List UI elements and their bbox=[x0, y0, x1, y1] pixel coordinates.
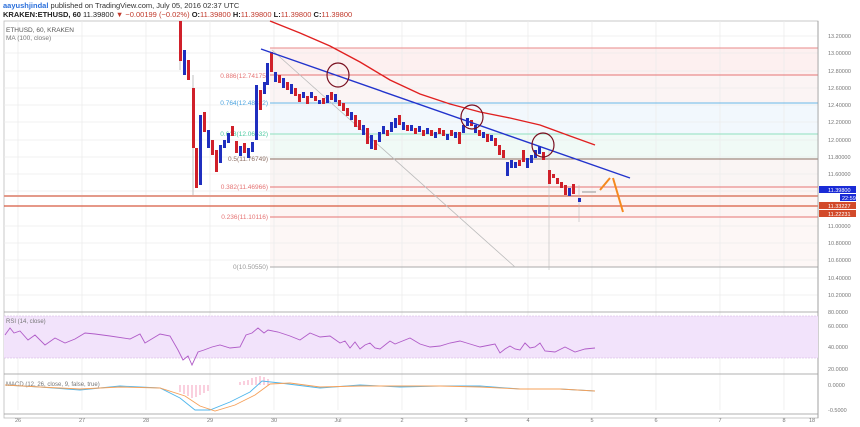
legend-ma[interactable]: MA (100, close) bbox=[6, 35, 51, 42]
rsi-tick: 20.0000 bbox=[828, 367, 848, 373]
macd-tick: 0.0000 bbox=[828, 383, 845, 389]
rsi-band bbox=[4, 316, 818, 358]
symbol-name: KRAKEN:ETHUSD, 60 bbox=[3, 10, 81, 19]
open-label: O: bbox=[191, 10, 201, 19]
circle-annotation-2 bbox=[460, 104, 484, 130]
fib-05-label: 0.5(11.76749) bbox=[228, 156, 268, 163]
low-value: 11.39800 bbox=[280, 10, 312, 19]
time-tick: 8 bbox=[782, 418, 785, 424]
circle-annotation-3 bbox=[531, 132, 555, 158]
touch-circles bbox=[326, 62, 555, 158]
macd-tick: -0.5000 bbox=[828, 408, 847, 414]
level-tag-2-text: 11.22231 bbox=[828, 212, 851, 218]
time-tick: 6 bbox=[654, 418, 657, 424]
price-axis[interactable]: 13.20000 13.00000 12.80000 12.60000 12.4… bbox=[828, 34, 851, 299]
price-tick: 10.20000 bbox=[828, 293, 851, 299]
ma-100-line bbox=[269, 20, 596, 146]
macd-axis[interactable]: 0.0000 -0.5000 bbox=[828, 383, 847, 414]
open-value: 11.39800 bbox=[200, 10, 231, 19]
legend-symbol: ETHUSD, 60, KRAKEN bbox=[6, 27, 74, 34]
rsi-axis[interactable]: 80.0000 60.0000 40.0000 20.0000 bbox=[828, 310, 848, 373]
time-tick: 4 bbox=[526, 418, 529, 424]
publish-info: aayushjindal published on TradingView.co… bbox=[3, 1, 239, 10]
fib-0764-label: 0.764(12.48882) bbox=[220, 100, 268, 107]
time-tick: 30 bbox=[271, 418, 277, 424]
price-tick: 12.20000 bbox=[828, 120, 851, 126]
circle-annotation-1 bbox=[326, 62, 350, 88]
high-label: H: bbox=[232, 10, 241, 19]
time-tick: 27 bbox=[79, 418, 85, 424]
projection-arrow bbox=[599, 177, 611, 191]
rsi-tick: 80.0000 bbox=[828, 310, 848, 316]
level-tag-1-text: 11.33227 bbox=[828, 204, 851, 210]
time-tick: Jul bbox=[334, 418, 341, 424]
level-tag-1 bbox=[819, 202, 856, 209]
rsi-tick: 40.0000 bbox=[828, 345, 848, 351]
price-tick: 11.00000 bbox=[828, 224, 851, 230]
time-tick: 5 bbox=[590, 418, 593, 424]
low-label: L: bbox=[273, 10, 281, 19]
time-tick: 3 bbox=[464, 418, 467, 424]
projection-down-line bbox=[612, 177, 624, 213]
fib-0382-label: 0.382(11.46966) bbox=[221, 184, 268, 191]
last-price-tag-text: 11.39800 bbox=[828, 188, 851, 194]
fib-0618-label: 0.618(12.06532) bbox=[220, 131, 268, 138]
time-tick: 2 bbox=[400, 418, 403, 424]
macd-histogram bbox=[179, 376, 269, 398]
time-tick: 26 bbox=[15, 418, 21, 424]
fib-lines bbox=[270, 47, 818, 268]
close-value: 11.39800 bbox=[321, 10, 353, 19]
price-tick: 12.40000 bbox=[828, 103, 851, 109]
fib-0-label: 0(10.50550) bbox=[233, 264, 268, 271]
descending-trendline[interactable] bbox=[260, 48, 631, 179]
author-link[interactable]: aayushjindal bbox=[3, 1, 49, 10]
price-tick: 11.80000 bbox=[828, 155, 851, 161]
price-tick: 13.20000 bbox=[828, 34, 851, 40]
price-tick: 10.60000 bbox=[828, 258, 851, 264]
price-change: ▼ −0.00199 (−0.02%) bbox=[115, 10, 190, 19]
time-tick: 18 bbox=[809, 418, 815, 424]
time-axis[interactable]: 26 27 28 29 30 Jul 2 3 4 5 6 7 8 18 bbox=[15, 418, 815, 424]
last-price-tag bbox=[819, 186, 856, 193]
support-levels bbox=[4, 195, 818, 207]
candles bbox=[179, 21, 596, 270]
fib-zones bbox=[270, 48, 818, 267]
published-text: published on TradingView.com, July 05, 2… bbox=[50, 1, 240, 10]
countdown-tag-text: 22:59 bbox=[842, 196, 856, 202]
rsi-line bbox=[4, 327, 596, 367]
price-tick: 11.60000 bbox=[828, 172, 851, 178]
price-tick: 10.80000 bbox=[828, 241, 851, 247]
fib-labels: 0.886(12.74175) 0.764(12.48882) 0.618(12… bbox=[220, 73, 268, 271]
time-tick: 7 bbox=[718, 418, 721, 424]
last-price: 11.39800 bbox=[83, 10, 114, 19]
high-value: 11.39800 bbox=[240, 10, 272, 19]
price-tick: 12.60000 bbox=[828, 86, 851, 92]
close-label: C: bbox=[313, 10, 322, 19]
fib-trend-line bbox=[271, 49, 516, 268]
level-tag-2 bbox=[819, 210, 856, 217]
legend-macd[interactable]: MACD (12, 26, close, 9, false, true) bbox=[6, 382, 100, 388]
price-tick: 12.00000 bbox=[828, 138, 851, 144]
price-tick: 12.80000 bbox=[828, 69, 851, 75]
price-tick: 10.40000 bbox=[828, 276, 851, 282]
signal-line bbox=[4, 382, 596, 412]
price-tick: 13.00000 bbox=[828, 51, 851, 57]
macd-line bbox=[4, 380, 596, 411]
symbol-header: KRAKEN:ETHUSD, 60 11.39800 ▼ −0.00199 (−… bbox=[3, 10, 352, 19]
fib-0886-label: 0.886(12.74175) bbox=[220, 73, 268, 80]
time-tick: 29 bbox=[207, 418, 213, 424]
rsi-tick: 60.0000 bbox=[828, 324, 848, 330]
countdown-tag bbox=[840, 194, 856, 201]
legend-rsi[interactable]: RSI (14, close) bbox=[6, 319, 46, 325]
time-tick: 28 bbox=[143, 418, 149, 424]
fib-0236-label: 0.236(11.10116) bbox=[221, 214, 268, 221]
